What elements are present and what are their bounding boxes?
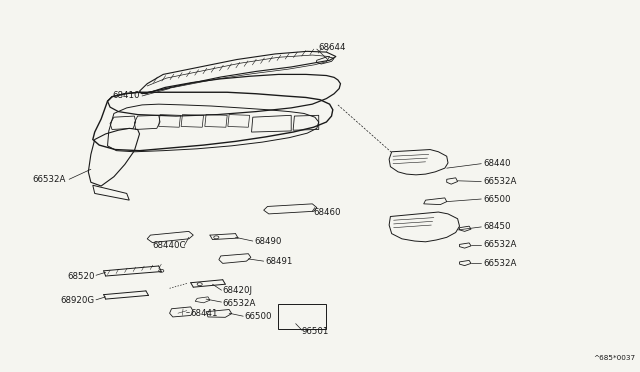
Bar <box>278 304 326 329</box>
Text: 68420J: 68420J <box>223 286 253 295</box>
Text: 66500: 66500 <box>483 195 511 203</box>
Text: ^685*0037: ^685*0037 <box>593 355 635 361</box>
Text: 68450: 68450 <box>483 222 511 231</box>
Text: 96501: 96501 <box>301 327 328 336</box>
Text: 68460: 68460 <box>314 208 341 217</box>
Text: 68410: 68410 <box>112 92 140 100</box>
Text: 66532A: 66532A <box>483 240 516 249</box>
Text: 66532A: 66532A <box>483 177 516 186</box>
Text: 68490: 68490 <box>255 237 282 246</box>
Text: 68440C: 68440C <box>152 241 186 250</box>
Text: 68644: 68644 <box>319 43 346 52</box>
Text: 68520: 68520 <box>67 272 95 280</box>
Text: 68440: 68440 <box>483 159 511 168</box>
Text: 68441: 68441 <box>191 309 218 318</box>
Text: 66532A: 66532A <box>483 259 516 268</box>
Text: 66500: 66500 <box>244 312 272 321</box>
Text: 66532A: 66532A <box>33 175 66 184</box>
Text: 68920G: 68920G <box>61 296 95 305</box>
Text: 68491: 68491 <box>266 257 293 266</box>
Text: 66532A: 66532A <box>223 299 256 308</box>
